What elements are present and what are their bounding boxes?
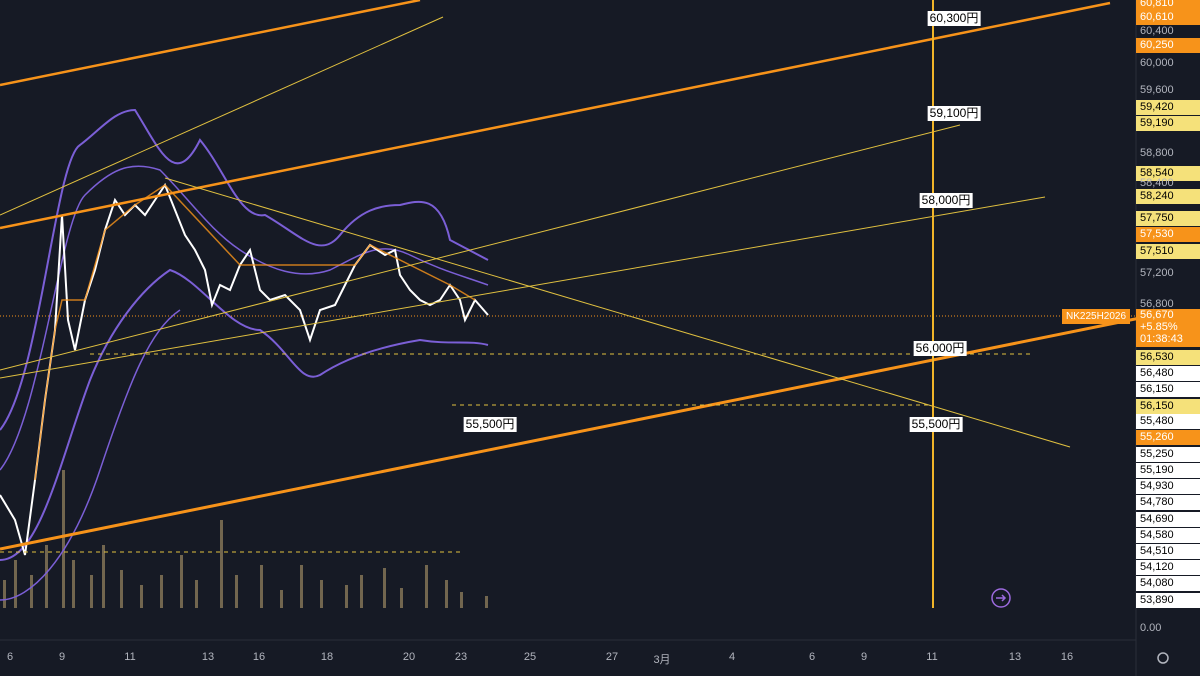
price-label: 59,600 [1140, 84, 1174, 96]
band-mid [0, 165, 489, 471]
time-label: 23 [454, 651, 468, 663]
price-label: 54,580 [1136, 528, 1200, 543]
time-label: 16 [1060, 651, 1074, 663]
price-annotation: 59,100円 [927, 106, 981, 121]
symbol-tag: NK225H2026 [1062, 309, 1130, 324]
time-label: 9 [860, 651, 868, 663]
price-label: 56,800 [1140, 298, 1174, 310]
time-label: 9 [58, 651, 66, 663]
price-label: 58,800 [1140, 147, 1174, 159]
time-label: 13 [201, 651, 215, 663]
band-upper [0, 108, 489, 431]
price-label: 60,810 [1136, 0, 1200, 11]
time-label: 25 [523, 651, 537, 663]
price-label: 54,690 [1136, 512, 1200, 527]
price-label: 54,120 [1136, 560, 1200, 575]
price-label: 60,250 [1136, 38, 1200, 53]
price-label: 57,530 [1136, 227, 1200, 242]
last-price-tag: 56,670 +5.85% 01:38:43 [1136, 309, 1200, 347]
time-label: 6 [808, 651, 816, 663]
band-outer [0, 309, 181, 601]
price-up [34, 184, 476, 481]
time-label: 11 [124, 651, 136, 663]
price-label: 55,260 [1136, 430, 1200, 445]
price-label: 54,780 [1136, 495, 1200, 510]
price-label: 54,930 [1136, 479, 1200, 494]
plot-area [0, 0, 1136, 640]
price-label: 57,510 [1136, 244, 1200, 259]
price-label: 56,530 [1136, 350, 1200, 365]
price-annotation: 60,300円 [927, 11, 981, 26]
time-label: 20 [402, 651, 416, 663]
price-label: 56,480 [1136, 366, 1200, 381]
countdown: 01:38:43 [1140, 333, 1183, 345]
price-label: 60,400 [1140, 25, 1174, 37]
price-label: 58,540 [1136, 166, 1200, 181]
price-change: +5.85% [1140, 321, 1178, 333]
time-label: 13 [1008, 651, 1022, 663]
price-annotation: 58,000円 [919, 193, 973, 208]
price-label: 60,000 [1140, 57, 1174, 69]
scroll-button[interactable] [991, 588, 1011, 608]
price-label: 54,510 [1136, 544, 1200, 559]
last-price: 56,670 [1140, 309, 1174, 321]
time-label: 18 [320, 651, 334, 663]
time-label: 27 [605, 651, 619, 663]
price-label: 57,750 [1136, 211, 1200, 226]
price-label: 59,190 [1136, 116, 1200, 131]
price-label: 58,240 [1136, 189, 1200, 204]
price-label: 54,080 [1136, 576, 1200, 591]
price-label: 60,610 [1136, 10, 1200, 25]
price-annotation: 55,500円 [463, 417, 517, 432]
price-path [0, 182, 489, 556]
price-label: 56,150 [1136, 382, 1200, 397]
trend-line-thin [0, 124, 961, 371]
price-label: 55,190 [1136, 463, 1200, 478]
trend-line-thin [164, 177, 1071, 448]
trend-line-thin [0, 196, 1046, 379]
price-annotation: 56,000円 [913, 341, 967, 356]
price-label: 56,150 [1136, 399, 1200, 414]
settings-icon[interactable] [1157, 652, 1169, 664]
trend-line-thin [0, 16, 444, 216]
price-label: 55,480 [1136, 414, 1200, 429]
price-label: 57,200 [1140, 267, 1174, 279]
band-lower [0, 268, 489, 561]
price-label: 53,890 [1136, 593, 1200, 608]
scroll-icon [996, 594, 1007, 602]
price-label: 0.00 [1140, 622, 1162, 634]
trend-line [0, 0, 421, 87]
trend-line [0, 1, 1111, 230]
price-label: 59,420 [1136, 100, 1200, 115]
time-label: 16 [252, 651, 266, 663]
time-label: 3月 [653, 654, 671, 666]
time-label: 6 [6, 651, 14, 663]
price-label: 58,400 [1140, 177, 1174, 189]
time-label: 11 [926, 651, 938, 663]
price-label: 55,250 [1136, 447, 1200, 462]
time-label: 4 [728, 651, 736, 663]
volume-bars [3, 470, 488, 608]
price-annotation: 55,500円 [909, 417, 963, 432]
trend-line [0, 316, 1141, 551]
